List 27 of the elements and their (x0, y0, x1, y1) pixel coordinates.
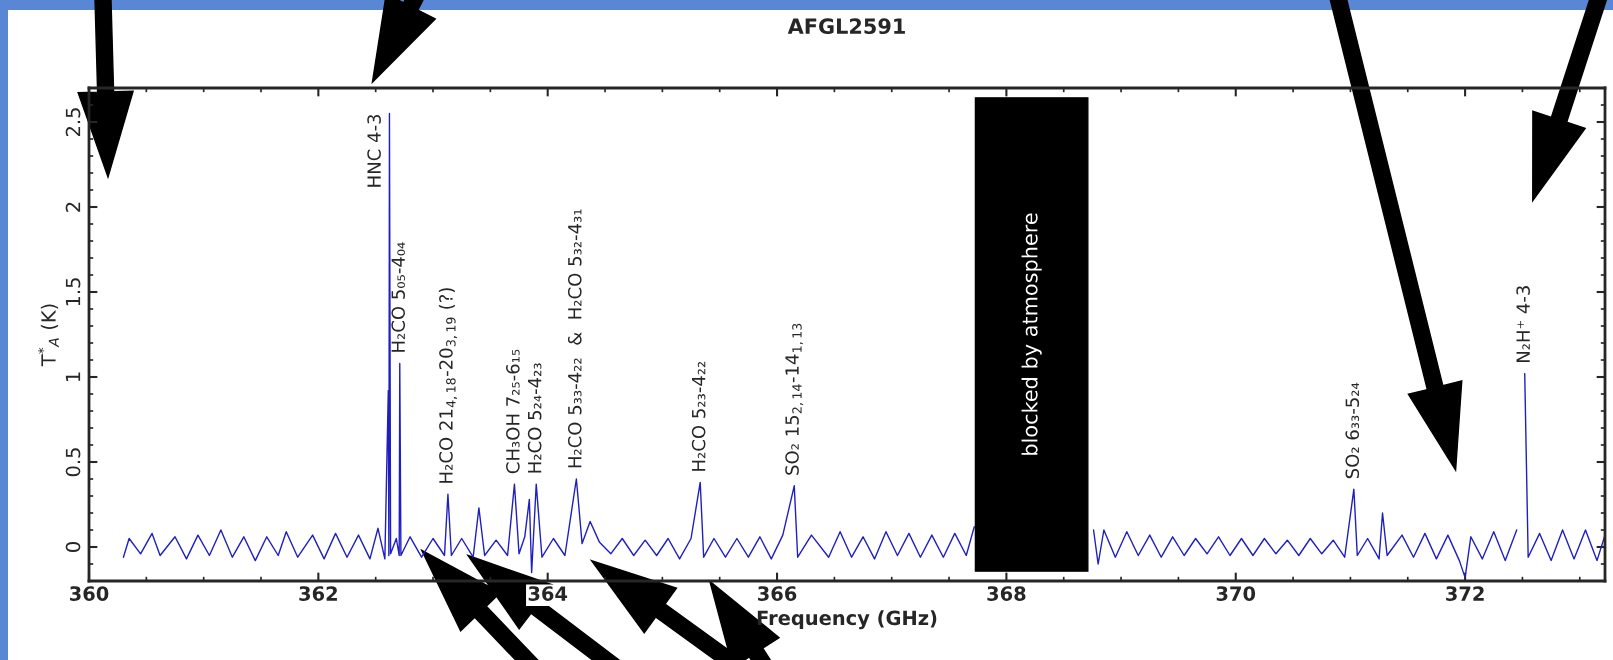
x-tick-label: 368 (987, 586, 1026, 601)
annotation: H₂CO 5₀₅-4₀₄ (391, 242, 406, 352)
annotation: H₂CO 5₃₃-4₂₂ & H₂CO 5₃₂-4₃₁ (567, 209, 582, 468)
annotation: H₂CO 5₂₄-4₂₃ (527, 363, 542, 473)
y-tick-label: 2 (65, 202, 81, 212)
x-tick-label: 370 (1216, 586, 1256, 601)
x-tick-label: 360 (70, 586, 109, 601)
annotation: H₂CO 21$_{4,18}$-20$_{3,19}$ (?) (438, 288, 457, 483)
annotation: SO₂ 15$_{2,14}$-14$_{1,13}$ (785, 323, 804, 475)
chart-title: AFGL2591 (787, 18, 905, 35)
annotation: N₂H⁺ 4-3 (1516, 286, 1530, 362)
y-tick-label: 0.5 (65, 448, 81, 477)
y-tick-label: 0 (65, 542, 81, 552)
annotation: CH₃OH 7₂₅-6₁₅ (506, 349, 520, 474)
band-label: blocked by atmosphere (1021, 213, 1042, 455)
y-tick-label: 1 (65, 372, 81, 382)
y-axis-title: T$^{*}$$_{A}$ (K) (38, 304, 59, 367)
y-tick-label: 2.5 (65, 108, 81, 137)
x-tick-label: 364 (528, 586, 568, 601)
x-tick-label: 362 (299, 586, 337, 601)
x-tick-label: 372 (1446, 586, 1484, 601)
y-tick-label: 1.5 (65, 278, 81, 306)
x-tick-label: 366 (758, 586, 797, 601)
annotation: HNC 4-3 (367, 114, 381, 187)
x-axis-title: Frequency (GHz) (757, 610, 937, 630)
annotation: SO₂ 6₃₃-5₂₄ (1345, 382, 1360, 479)
annotation: H₂CO 5₂₃-4₂₂ (691, 361, 706, 471)
